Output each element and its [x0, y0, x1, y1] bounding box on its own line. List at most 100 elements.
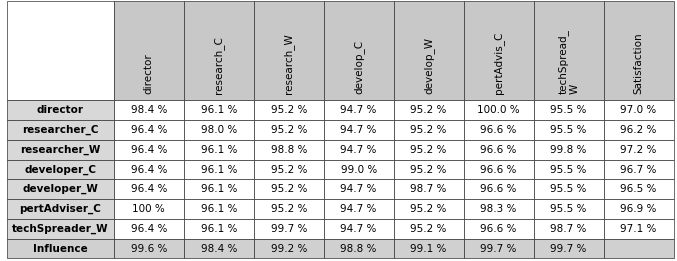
Text: director: director [144, 53, 154, 94]
Bar [533, 100, 604, 120]
Text: director: director [37, 105, 84, 115]
Bar [604, 160, 674, 180]
Bar [114, 180, 183, 199]
Text: 95.2 %: 95.2 % [410, 204, 447, 214]
Text: 96.1 %: 96.1 % [200, 224, 237, 234]
Text: develop_C: develop_C [353, 40, 364, 94]
Bar [114, 120, 183, 140]
Bar [7, 180, 114, 199]
Text: 95.2 %: 95.2 % [410, 165, 447, 175]
Bar [7, 219, 114, 239]
Bar [533, 219, 604, 239]
Bar [114, 160, 183, 180]
Bar [183, 120, 254, 140]
Bar [254, 180, 324, 199]
Text: 99.6 %: 99.6 % [131, 244, 167, 253]
Bar [394, 120, 464, 140]
Bar [114, 219, 183, 239]
Bar [114, 100, 183, 120]
Text: 96.1 %: 96.1 % [200, 204, 237, 214]
Text: 99.7 %: 99.7 % [271, 224, 307, 234]
Bar [533, 239, 604, 258]
Text: 94.7 %: 94.7 % [341, 204, 377, 214]
Bar [533, 140, 604, 160]
Bar [183, 219, 254, 239]
Bar [7, 140, 114, 160]
Text: 96.6 %: 96.6 % [481, 145, 517, 155]
Text: 95.2 %: 95.2 % [271, 165, 307, 175]
Bar [254, 1, 324, 100]
Text: 95.2 %: 95.2 % [271, 204, 307, 214]
Bar [183, 160, 254, 180]
Bar [254, 160, 324, 180]
Bar [183, 199, 254, 219]
Text: 95.5 %: 95.5 % [550, 184, 587, 194]
Text: 95.2 %: 95.2 % [410, 125, 447, 135]
Bar [254, 120, 324, 140]
Bar [394, 1, 464, 100]
Text: 95.5 %: 95.5 % [550, 204, 587, 214]
Bar [394, 199, 464, 219]
Bar [324, 100, 394, 120]
Text: 96.4 %: 96.4 % [131, 125, 167, 135]
Text: 94.7 %: 94.7 % [341, 125, 377, 135]
Text: 96.7 %: 96.7 % [620, 165, 657, 175]
Bar [604, 239, 674, 258]
Bar [7, 199, 114, 219]
Bar [7, 160, 114, 180]
Text: 95.2 %: 95.2 % [271, 184, 307, 194]
Bar [604, 199, 674, 219]
Bar [114, 199, 183, 219]
Text: 100.0 %: 100.0 % [477, 105, 520, 115]
Text: 99.8 %: 99.8 % [550, 145, 587, 155]
Bar [394, 160, 464, 180]
Text: 96.1 %: 96.1 % [200, 145, 237, 155]
Bar [254, 239, 324, 258]
Text: 95.2 %: 95.2 % [410, 145, 447, 155]
Bar [7, 239, 114, 258]
Bar [324, 199, 394, 219]
Text: 94.7 %: 94.7 % [341, 184, 377, 194]
Text: 96.9 %: 96.9 % [620, 204, 657, 214]
Text: research_W: research_W [283, 33, 294, 94]
Bar [183, 180, 254, 199]
Text: 99.1 %: 99.1 % [410, 244, 447, 253]
Bar [324, 219, 394, 239]
Bar [533, 180, 604, 199]
Text: 99.2 %: 99.2 % [271, 244, 307, 253]
Bar [464, 1, 533, 100]
Text: 96.5 %: 96.5 % [620, 184, 657, 194]
Text: 98.8 %: 98.8 % [271, 145, 307, 155]
Text: developer_C: developer_C [24, 164, 96, 175]
Text: 95.2 %: 95.2 % [410, 224, 447, 234]
Text: 96.1 %: 96.1 % [200, 165, 237, 175]
Bar [254, 100, 324, 120]
Text: 95.2 %: 95.2 % [271, 105, 307, 115]
Text: 96.6 %: 96.6 % [481, 224, 517, 234]
Text: techSpreader_W: techSpreader_W [12, 224, 108, 234]
Text: pertAdvis_C: pertAdvis_C [494, 32, 504, 94]
Bar [604, 140, 674, 160]
Bar [604, 1, 674, 100]
Bar [464, 239, 533, 258]
Text: 99.7 %: 99.7 % [550, 244, 587, 253]
Bar [324, 239, 394, 258]
Bar [604, 100, 674, 120]
Bar [324, 180, 394, 199]
Bar [533, 199, 604, 219]
Bar [533, 1, 604, 100]
Bar [464, 120, 533, 140]
Bar [464, 160, 533, 180]
Bar [464, 180, 533, 199]
Bar [533, 120, 604, 140]
Bar [533, 160, 604, 180]
Bar [324, 1, 394, 100]
Text: 98.7 %: 98.7 % [410, 184, 447, 194]
Text: 97.2 %: 97.2 % [620, 145, 657, 155]
Text: 95.5 %: 95.5 % [550, 105, 587, 115]
Text: 97.0 %: 97.0 % [621, 105, 657, 115]
Text: develop_W: develop_W [423, 37, 434, 94]
Bar [464, 219, 533, 239]
Bar [183, 100, 254, 120]
Bar [254, 219, 324, 239]
